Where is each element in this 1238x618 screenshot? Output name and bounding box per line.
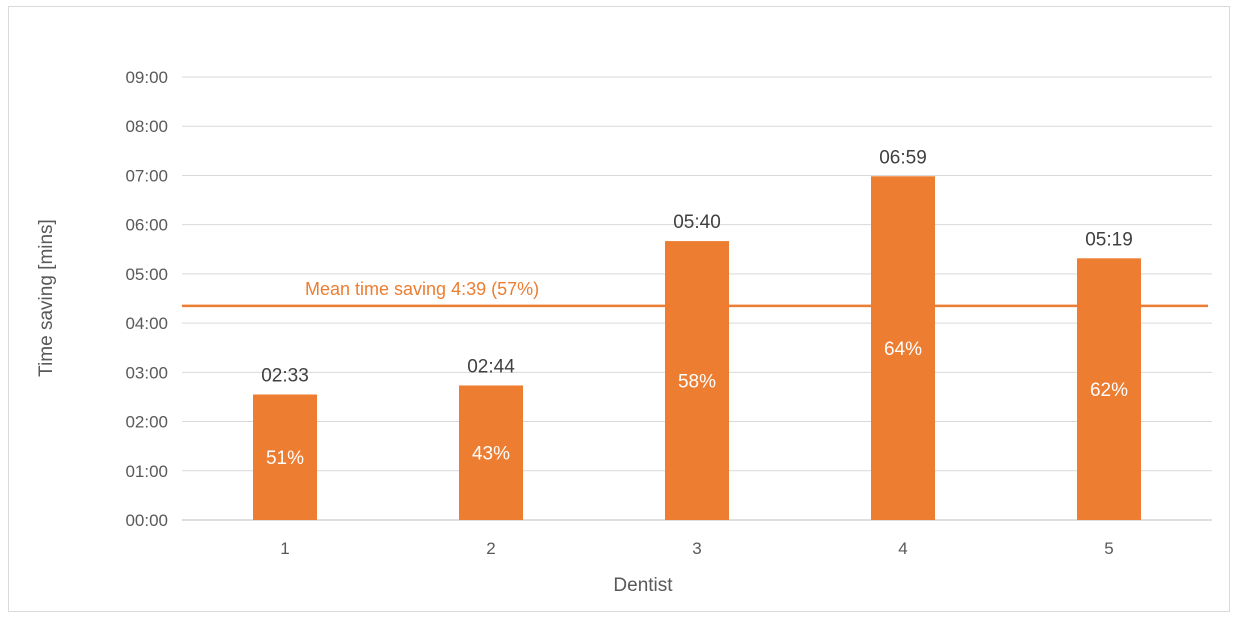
mean-line-label: Mean time saving 4:39 (57%) <box>305 279 539 299</box>
bar-value-label: 02:44 <box>467 356 515 377</box>
bar-percent-label: 64% <box>884 339 922 360</box>
y-axis-title: Time saving [mins] <box>36 219 57 377</box>
x-axis-ticks: 1 2 3 4 5 <box>280 539 1113 558</box>
y-tick-label: 06:00 <box>125 216 168 235</box>
bar-value-label: 06:59 <box>879 147 927 168</box>
y-tick-label: 08:00 <box>125 117 168 136</box>
bar-value-label: 05:19 <box>1085 229 1133 250</box>
mean-line-group: Mean time saving 4:39 (57%) <box>182 279 1208 308</box>
y-tick-label: 04:00 <box>125 314 168 333</box>
bar-percent-label: 43% <box>472 444 510 465</box>
bar <box>253 394 317 520</box>
bar-percent-label: 51% <box>266 448 304 469</box>
y-tick-label: 03:00 <box>125 363 168 382</box>
x-tick-label: 5 <box>1104 539 1113 558</box>
bar-value-label: 02:33 <box>261 365 309 386</box>
y-tick-label: 00:00 <box>125 511 168 530</box>
bar <box>1077 258 1141 520</box>
y-tick-label: 02:00 <box>125 413 168 432</box>
x-tick-label: 3 <box>692 539 701 558</box>
y-tick-label: 01:00 <box>125 462 168 481</box>
y-tick-label: 09:00 <box>125 68 168 87</box>
y-tick-label: 07:00 <box>125 166 168 185</box>
bar <box>665 241 729 520</box>
bar <box>871 176 935 520</box>
x-tick-label: 1 <box>280 539 289 558</box>
chart-frame <box>8 6 1230 612</box>
bars: 02:33 51% 02:44 43% 05:40 58% 06:59 64% 05:19 62% <box>253 147 1141 520</box>
gridlines <box>182 76 1212 521</box>
bar-value-label: 05:40 <box>673 212 721 233</box>
y-axis-ticks: 00:00 01:00 02:00 03:00 04:00 05:00 06:00 07:00… <box>125 68 168 530</box>
x-tick-label: 4 <box>898 539 907 558</box>
y-tick-label: 05:00 <box>125 265 168 284</box>
bar-percent-label: 62% <box>1090 380 1128 401</box>
bar-percent-label: 58% <box>678 372 716 393</box>
bar <box>459 385 523 520</box>
x-tick-label: 2 <box>486 539 495 558</box>
x-axis-title: Dentist <box>613 575 673 596</box>
